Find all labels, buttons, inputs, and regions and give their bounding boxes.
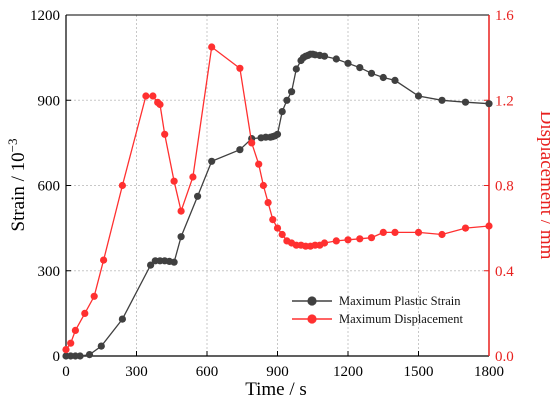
data-point-displacement — [391, 228, 399, 236]
data-point-displacement — [236, 64, 244, 72]
data-point-displacement — [259, 181, 267, 190]
data-point-displacement — [269, 216, 277, 224]
y-left-axis-title-main: Strain / 10 — [8, 152, 29, 231]
y-left-tick-label: 1200 — [30, 8, 60, 24]
data-point-strain — [76, 352, 84, 360]
legend-marker-strain — [307, 296, 317, 306]
data-point-strain — [320, 52, 329, 60]
data-point-displacement — [356, 235, 364, 243]
data-point-strain — [85, 351, 94, 359]
data-point-displacement — [62, 346, 70, 354]
data-point-displacement — [278, 230, 286, 239]
legend-label-strain: Maximum Plastic Strain — [339, 294, 461, 308]
legend-marker-displacement — [307, 314, 317, 324]
legend: Maximum Plastic Strain Maximum Displacem… — [292, 294, 463, 326]
y-left-tick-label: 600 — [38, 179, 61, 195]
x-tick-label: 900 — [266, 364, 289, 380]
y-right-tick-label: 1.2 — [495, 93, 514, 109]
y-left-tick-label: 900 — [38, 93, 61, 109]
x-tick-label: 0 — [62, 364, 70, 380]
data-point-displacement — [379, 228, 387, 236]
x-tick-label: 1800 — [474, 364, 504, 380]
data-point-displacement — [367, 234, 376, 242]
axes: 0 300 600 900 1200 1500 1800 0 300 600 900 1200 0.0 0… — [30, 8, 514, 380]
data-point-displacement — [90, 292, 98, 300]
y-right-tick-label: 1.6 — [495, 8, 514, 24]
data-point-strain — [367, 69, 376, 77]
data-point-strain — [461, 98, 470, 106]
y-left-axis-title-exponent: −3 — [5, 138, 20, 152]
data-point-strain — [288, 88, 296, 96]
data-point-displacement — [320, 239, 329, 247]
legend-label-displacement: Maximum Displacement — [339, 312, 463, 326]
data-point-strain — [170, 258, 178, 266]
series-layer — [62, 43, 493, 360]
data-point-displacement — [264, 199, 272, 207]
data-point-strain — [485, 100, 493, 108]
data-point-strain — [283, 96, 291, 104]
data-point-displacement — [149, 92, 157, 100]
data-point-displacement — [332, 237, 340, 245]
data-point-strain — [292, 65, 300, 73]
data-point-displacement — [248, 139, 256, 147]
y-left-axis-title: Strain / 10−3 — [5, 138, 29, 231]
data-point-strain — [332, 55, 340, 63]
data-point-strain — [177, 233, 185, 241]
data-point-displacement — [438, 230, 446, 239]
data-point-displacement — [273, 224, 282, 232]
y-right-tick-label: 0.4 — [495, 264, 514, 280]
data-point-displacement — [177, 207, 185, 215]
data-point-strain — [438, 96, 446, 104]
data-point-strain — [356, 64, 364, 72]
data-point-displacement — [100, 256, 108, 264]
data-point-strain — [344, 59, 352, 67]
data-point-displacement — [71, 326, 79, 334]
data-point-displacement — [255, 160, 263, 168]
data-point-displacement — [156, 100, 164, 109]
data-point-displacement — [344, 236, 352, 244]
data-point-strain — [379, 73, 387, 82]
y-right-tick-label: 0.8 — [495, 179, 514, 195]
data-point-displacement — [485, 222, 493, 230]
data-point-strain — [273, 130, 282, 138]
data-point-displacement — [142, 92, 150, 100]
data-point-strain — [208, 157, 216, 165]
y-left-tick-label: 0 — [53, 349, 61, 365]
x-tick-label: 600 — [196, 364, 219, 380]
data-point-displacement — [170, 177, 178, 185]
data-point-strain — [194, 192, 202, 200]
y-right-tick-label: 0.0 — [495, 349, 514, 365]
data-point-displacement — [208, 43, 216, 51]
data-point-strain — [278, 108, 286, 116]
data-point-strain — [391, 76, 399, 84]
data-point-displacement — [81, 309, 89, 317]
data-point-strain — [414, 92, 423, 100]
data-point-displacement — [118, 181, 126, 190]
data-point-strain — [147, 261, 155, 269]
y-left-tick-label: 300 — [38, 264, 61, 280]
data-point-displacement — [414, 228, 423, 236]
data-point-displacement — [67, 339, 75, 347]
x-tick-label: 300 — [125, 364, 148, 380]
x-tick-label: 1500 — [404, 364, 434, 380]
x-axis-title: Time / s — [245, 379, 307, 400]
data-point-displacement — [189, 173, 197, 181]
grid — [66, 15, 489, 356]
data-point-displacement — [461, 224, 470, 232]
y-right-axis-title: Displacement / mm — [536, 111, 550, 260]
data-point-strain — [236, 146, 244, 154]
data-point-strain — [118, 315, 126, 323]
x-tick-label: 1200 — [333, 364, 363, 380]
data-point-displacement — [161, 130, 169, 138]
data-point-strain — [97, 342, 105, 350]
